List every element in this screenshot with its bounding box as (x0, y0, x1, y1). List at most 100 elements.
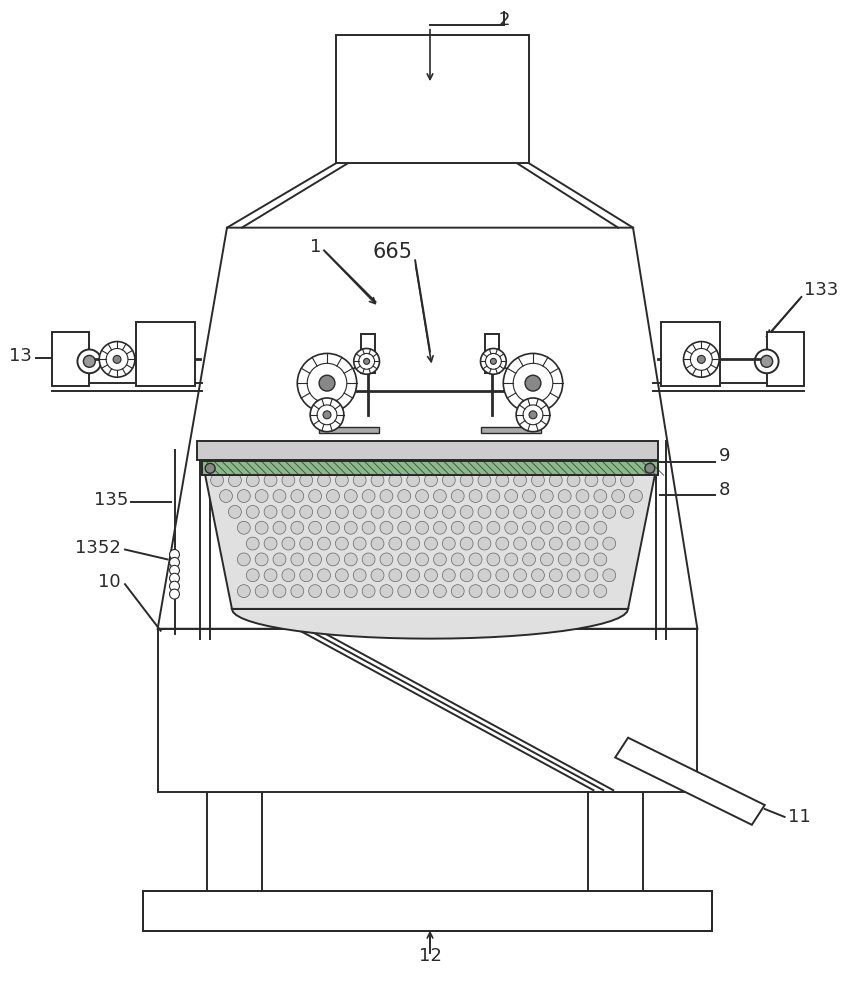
Circle shape (219, 490, 232, 502)
Bar (319, 427, 378, 433)
Circle shape (327, 553, 340, 566)
Circle shape (630, 490, 642, 502)
Circle shape (353, 348, 379, 374)
Circle shape (309, 490, 322, 502)
Circle shape (603, 569, 616, 582)
Circle shape (169, 557, 180, 567)
Circle shape (371, 474, 384, 487)
Circle shape (496, 537, 509, 550)
Circle shape (603, 505, 616, 518)
Circle shape (83, 355, 95, 367)
Circle shape (169, 565, 180, 575)
Text: 1352: 1352 (75, 539, 121, 557)
Circle shape (371, 569, 384, 582)
Circle shape (169, 581, 180, 591)
Polygon shape (202, 460, 658, 639)
Circle shape (229, 505, 242, 518)
Circle shape (540, 490, 553, 502)
Circle shape (114, 355, 121, 363)
Circle shape (237, 553, 250, 566)
Circle shape (460, 474, 473, 487)
Circle shape (273, 521, 286, 534)
Circle shape (327, 585, 340, 598)
Circle shape (264, 569, 277, 582)
Circle shape (460, 505, 473, 518)
Circle shape (398, 490, 411, 502)
Circle shape (496, 569, 509, 582)
Circle shape (273, 585, 286, 598)
Circle shape (490, 358, 496, 364)
Circle shape (503, 353, 562, 413)
Bar (136, 322, 195, 386)
Circle shape (594, 585, 607, 598)
Circle shape (496, 474, 509, 487)
Circle shape (513, 569, 526, 582)
Bar (767, 332, 804, 386)
Bar (660, 322, 720, 386)
Bar (143, 891, 712, 931)
Circle shape (169, 573, 180, 583)
Circle shape (246, 505, 259, 518)
Circle shape (362, 553, 375, 566)
Circle shape (523, 585, 536, 598)
Circle shape (645, 463, 654, 473)
Circle shape (469, 585, 482, 598)
Circle shape (415, 490, 428, 502)
Circle shape (585, 537, 598, 550)
Circle shape (344, 490, 357, 502)
Circle shape (585, 569, 598, 582)
Circle shape (550, 505, 562, 518)
Circle shape (452, 553, 464, 566)
Circle shape (273, 490, 286, 502)
Circle shape (531, 569, 544, 582)
Circle shape (273, 553, 286, 566)
Circle shape (442, 537, 455, 550)
Circle shape (362, 490, 375, 502)
Circle shape (380, 521, 393, 534)
Circle shape (585, 505, 598, 518)
Circle shape (282, 474, 295, 487)
Circle shape (264, 474, 277, 487)
Circle shape (469, 521, 482, 534)
Circle shape (246, 474, 259, 487)
Circle shape (300, 537, 313, 550)
Circle shape (389, 505, 402, 518)
Circle shape (407, 474, 420, 487)
Circle shape (237, 490, 250, 502)
Circle shape (327, 521, 340, 534)
Circle shape (478, 474, 491, 487)
Circle shape (317, 537, 330, 550)
Bar (336, 35, 529, 163)
Bar (207, 792, 261, 891)
Circle shape (487, 521, 500, 534)
Circle shape (460, 537, 473, 550)
Circle shape (407, 537, 420, 550)
Circle shape (755, 349, 778, 373)
Circle shape (282, 569, 295, 582)
Circle shape (505, 490, 518, 502)
Bar (485, 334, 500, 373)
Text: 13: 13 (9, 347, 32, 365)
Circle shape (291, 553, 304, 566)
Circle shape (380, 585, 393, 598)
Bar (202, 461, 658, 475)
Circle shape (415, 521, 428, 534)
Circle shape (344, 553, 357, 566)
Circle shape (558, 553, 571, 566)
Circle shape (442, 474, 455, 487)
Circle shape (353, 537, 366, 550)
Circle shape (415, 553, 428, 566)
Circle shape (282, 537, 295, 550)
Circle shape (540, 585, 553, 598)
Polygon shape (615, 738, 765, 825)
Circle shape (513, 505, 526, 518)
Circle shape (469, 553, 482, 566)
Circle shape (425, 474, 438, 487)
Circle shape (516, 398, 550, 432)
Circle shape (335, 505, 348, 518)
Circle shape (300, 569, 313, 582)
Circle shape (433, 553, 446, 566)
Circle shape (309, 585, 322, 598)
Circle shape (567, 569, 580, 582)
Circle shape (425, 537, 438, 550)
